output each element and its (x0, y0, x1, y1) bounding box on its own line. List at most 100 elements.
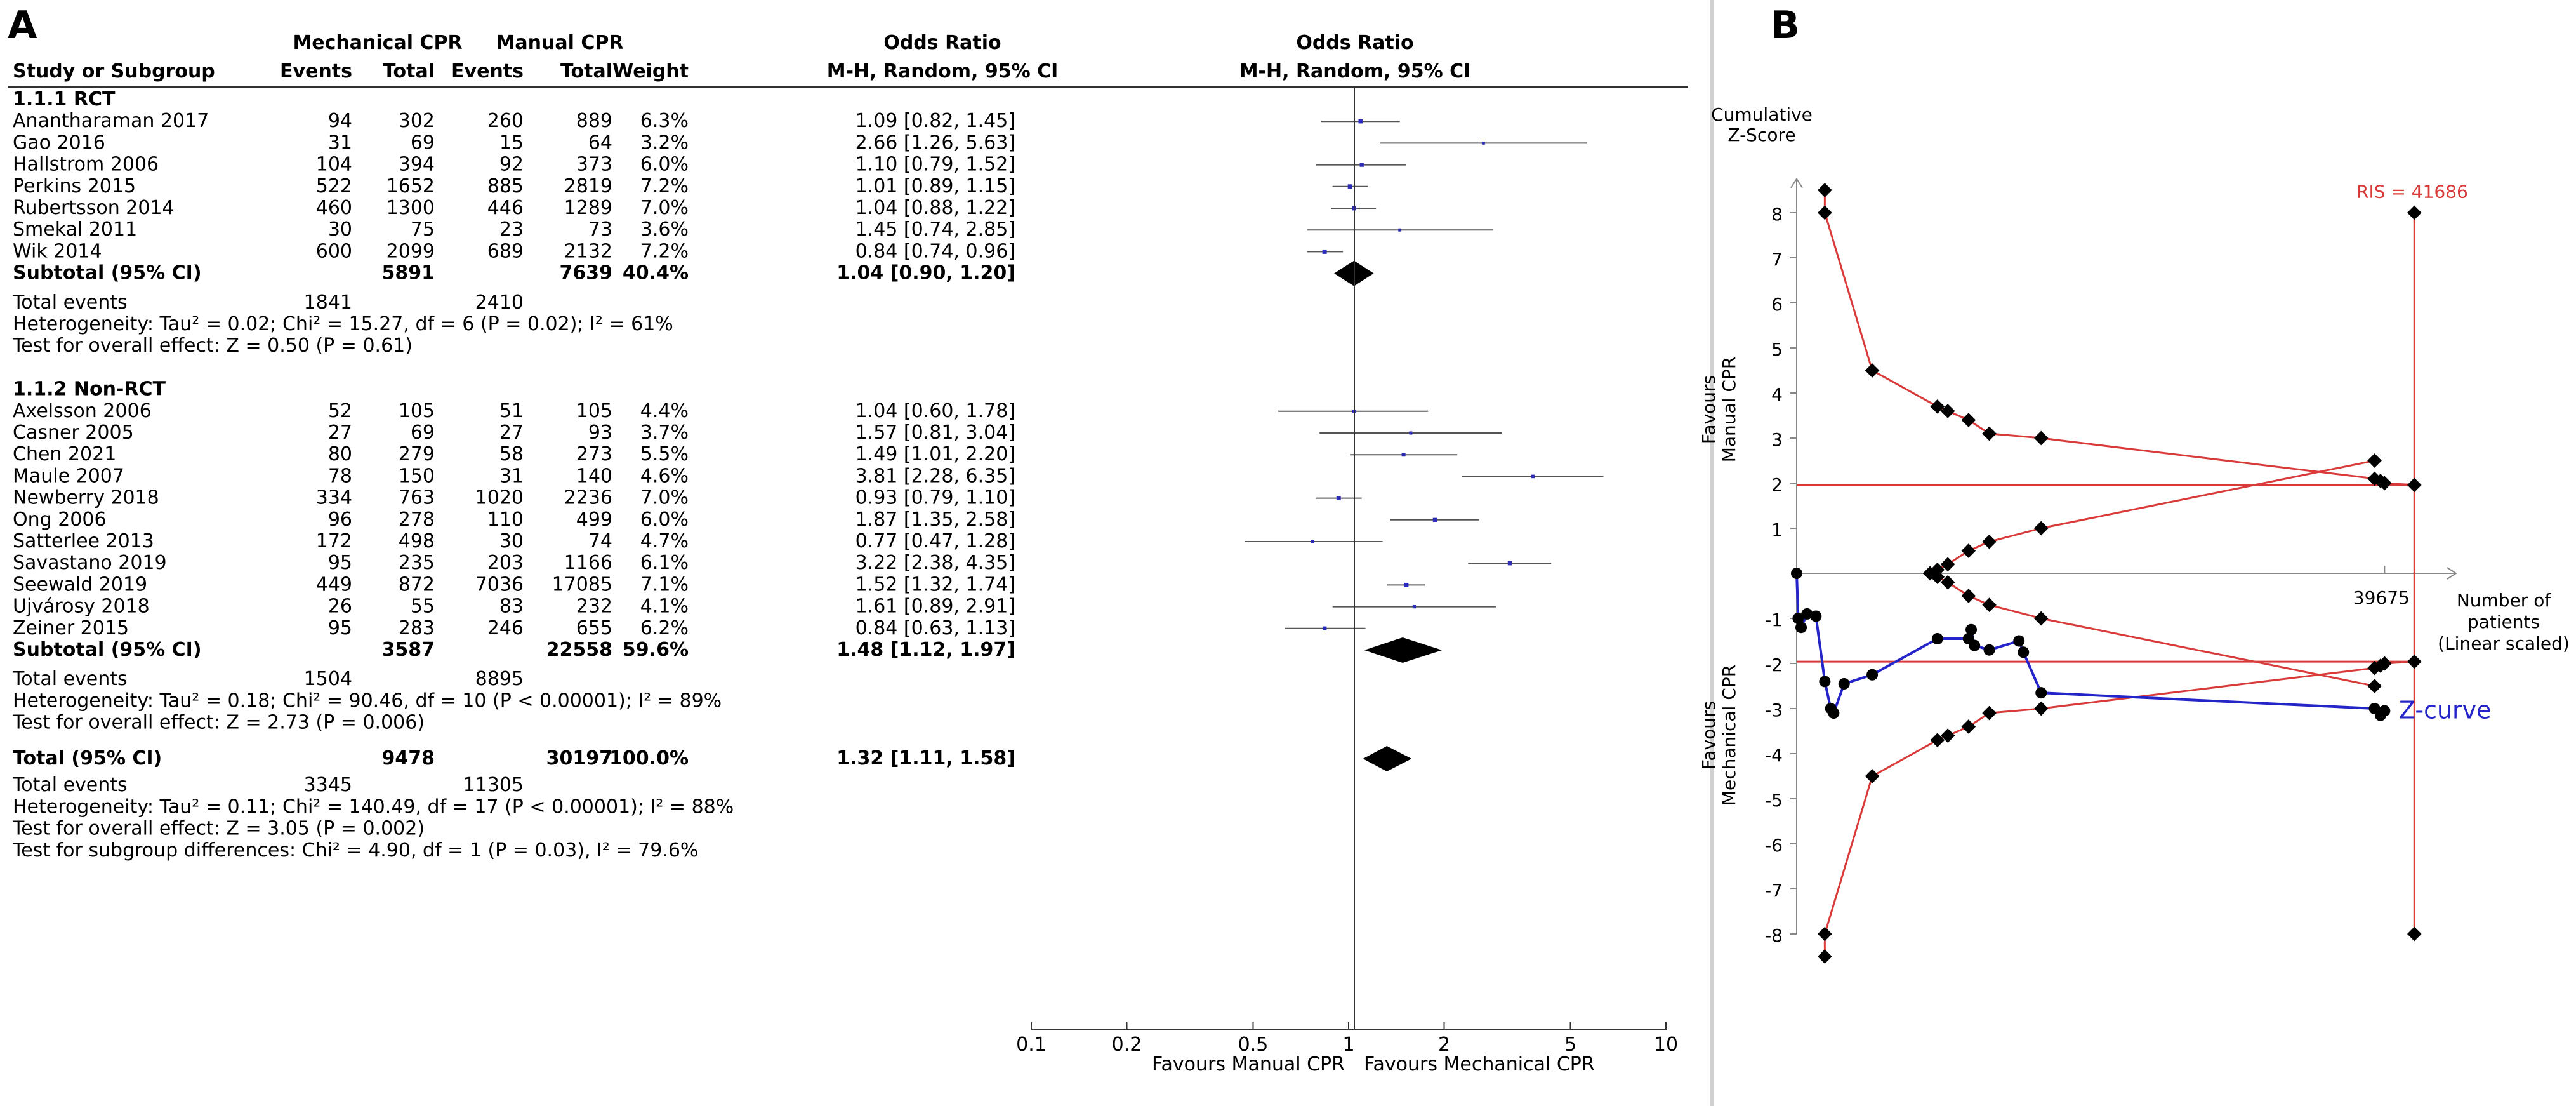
study-row-total2: 373 (576, 154, 612, 176)
study-row-events2: 23 (499, 218, 524, 241)
header-or-method: M-H, Random, 95% CI (827, 60, 1059, 83)
tsa-favours-mechanical-label-line1: Favours (1698, 701, 1719, 770)
tsa-z-point (1791, 568, 1802, 579)
study-or-square (1432, 517, 1437, 522)
study-row-name: Ong 2006 (13, 509, 107, 531)
study-row-ci: 1.04 [0.60, 1.78] (855, 400, 1015, 422)
subtotal-row-weight: 40.4% (623, 262, 689, 284)
study-or-square (1358, 119, 1363, 124)
study-row-total1: 2099 (386, 240, 435, 262)
subtotal-row-weight: 59.6% (623, 639, 689, 661)
study-row-weight: 7.0% (640, 487, 689, 509)
study-row-total2: 93 (588, 422, 612, 444)
study-row-total1: 105 (399, 400, 435, 422)
study-row-weight: 6.2% (640, 617, 689, 639)
study-row-events1: 26 (328, 596, 352, 618)
study-row-ci: 0.84 [0.63, 1.13] (855, 617, 1015, 639)
tsa-plot: -8-7-6-5-4-3-2-11234567839675CumulativeZ… (1698, 104, 2570, 964)
tsa-y-tick-label: -5 (1765, 790, 1783, 811)
tsa-boundary-point (1930, 733, 1945, 748)
study-row-total1: 69 (411, 131, 435, 154)
favours-left-label: Favours Manual CPR (1152, 1053, 1345, 1076)
total-row-name: Total (95% CI) (13, 747, 162, 770)
tsa-boundary-point (2367, 453, 2382, 468)
study-row-total2: 74 (588, 530, 612, 552)
study-row-total2: 232 (576, 596, 612, 618)
total-events-row-name: Total events (12, 668, 128, 690)
study-row-name: Savastano 2019 (13, 552, 167, 574)
study-or-square (1336, 496, 1341, 501)
study-row-ci: 1.09 [0.82, 1.45] (855, 110, 1015, 132)
tsa-boundary-point (1961, 719, 1976, 734)
header-or-method-plot: M-H, Random, 95% CI (1239, 60, 1471, 83)
study-row-weight: 4.7% (640, 530, 689, 552)
study-row-total1: 394 (399, 154, 435, 176)
study-row-events2: 27 (499, 422, 524, 444)
tsa-boundary-point (2033, 430, 2049, 446)
study-row-name: Anantharaman 2017 (13, 110, 209, 132)
header-or-title-plot: Odds Ratio (1296, 32, 1413, 54)
study-row-events2: 7036 (475, 573, 524, 596)
study-row-weight: 6.0% (640, 509, 689, 531)
study-row-name: Newberry 2018 (13, 487, 159, 509)
study-row-events2: 246 (487, 617, 524, 639)
study-row-total2: 655 (576, 617, 612, 639)
study-row-events2: 58 (499, 443, 524, 465)
study-row-events1: 27 (328, 422, 352, 444)
tsa-boundary-point (1865, 363, 1880, 378)
tsa-y-tick-label: 3 (1771, 429, 1783, 450)
x-tick-label: 0.1 (1016, 1034, 1047, 1056)
grand-total-events-row-events1: 3345 (304, 774, 352, 796)
tsa-y-tick-label: -3 (1765, 700, 1783, 721)
subgroup-title: 1.1.1 RCT (13, 88, 116, 110)
study-row-name: Perkins 2015 (13, 175, 136, 197)
study-row-total1: 69 (411, 422, 435, 444)
study-row-ci: 3.81 [2.28, 6.35] (855, 465, 1015, 487)
study-row-events1: 30 (328, 218, 352, 241)
study-or-square (1322, 626, 1327, 631)
study-row-events2: 446 (487, 197, 524, 219)
study-row-name: Seewald 2019 (13, 573, 147, 596)
tsa-z-point (1969, 639, 1981, 651)
tsa-ris-marker (2407, 926, 2422, 942)
study-row-ci: 3.22 [2.38, 4.35] (855, 552, 1015, 574)
study-row-events2: 51 (499, 400, 524, 422)
tsa-favours-manual-label: Favours Manual CPR (1698, 357, 1740, 463)
study-row-ci: 1.87 [1.35, 2.58] (855, 509, 1015, 531)
total-events-row-events2: 2410 (475, 291, 524, 314)
study-row-name: Axelsson 2006 (13, 400, 152, 422)
tsa-z-point (1819, 676, 1831, 688)
tsa-z-point (2013, 635, 2025, 647)
study-row-total2: 2236 (564, 487, 612, 509)
tsa-boundary-point (2377, 476, 2392, 491)
tsa-y-tick-label: -4 (1765, 745, 1783, 766)
study-row-events2: 15 (499, 131, 524, 154)
study-row-name: Chen 2021 (13, 443, 116, 465)
header-total2: Total (560, 60, 612, 83)
tsa-boundary-point (1940, 575, 1955, 590)
tsa-boundary-point (2033, 701, 2049, 716)
tsa-boundary-point (2033, 611, 2049, 626)
study-row-weight: 3.2% (640, 131, 689, 154)
total-row-total2: 30197 (546, 747, 612, 770)
study-row-ci: 1.57 [0.81, 3.04] (855, 422, 1015, 444)
study-row-total2: 73 (588, 218, 612, 241)
study-row-total2: 140 (576, 465, 612, 487)
tsa-z-curve (1795, 573, 2386, 717)
tsa-boundary-point (1961, 543, 1976, 558)
study-or-square (1322, 249, 1327, 254)
study-row-ci: 0.93 [0.79, 1.10] (855, 487, 1015, 509)
study-row-weight: 7.0% (640, 197, 689, 219)
tsa-boundary-point (1818, 926, 1832, 942)
header-weight: Weight (612, 60, 689, 83)
tsa-y-label-line1: Cumulative (1711, 104, 1813, 125)
tsa-x-arrow (2447, 567, 2457, 580)
tsa-y-tick-label: -6 (1765, 835, 1783, 856)
study-row-weight: 7.2% (640, 175, 689, 197)
tsa-boundary-point (1865, 769, 1880, 783)
study-row-total1: 279 (399, 443, 435, 465)
tsa-y-tick-label: 7 (1771, 249, 1783, 270)
study-row-events2: 260 (487, 110, 524, 132)
total-overall-effect-text: Test for overall effect: Z = 3.05 (P = 0… (12, 818, 425, 840)
x-tick-label: 1 (1342, 1034, 1354, 1056)
